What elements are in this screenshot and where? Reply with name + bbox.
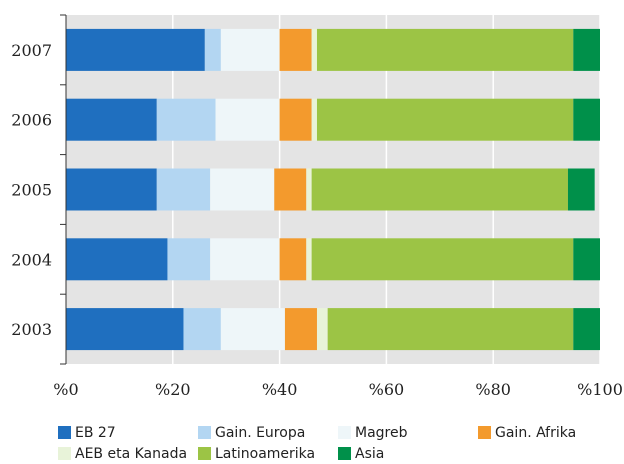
bars xyxy=(66,28,600,351)
legend-label-latinoamerika: Latinoamerika xyxy=(215,445,316,462)
bar-segment xyxy=(316,28,574,71)
bar-segment xyxy=(573,28,600,71)
bar-segment xyxy=(274,168,307,211)
legend-item-aeb-eta-kanada: AEB eta Kanada xyxy=(58,446,198,462)
bar-segment xyxy=(279,98,312,141)
legend: EB 27 Gain. Europa Magreb Gain. Afrika A… xyxy=(58,422,618,464)
x-tick-labels: %0 %20 %40 %60 %80 %100 xyxy=(53,380,623,399)
x-tick-label: %100 xyxy=(577,380,623,399)
legend-label-gain-afrika: Gain. Afrika xyxy=(495,424,577,441)
y-tick-label: 2007 xyxy=(11,41,52,60)
x-tick-label: %40 xyxy=(262,380,298,399)
legend-row-2: AEB eta Kanada Latinoamerika Asia xyxy=(58,443,618,464)
bar-segment xyxy=(573,238,600,281)
y-tick-label: 2005 xyxy=(11,181,52,200)
bar-segment xyxy=(316,308,328,351)
x-tick-label: %20 xyxy=(155,380,191,399)
bar-segment xyxy=(204,28,221,71)
bar-segment xyxy=(306,238,312,281)
x-tick-label: %0 xyxy=(53,380,78,399)
bar-segment xyxy=(573,308,600,351)
legend-swatch-gain-europa xyxy=(198,426,211,439)
bar-segment xyxy=(327,308,574,351)
bar-segment xyxy=(567,168,595,211)
bar-segment xyxy=(66,28,205,71)
legend-label-aeb-eta-kanada: AEB eta Kanada xyxy=(75,445,188,462)
legend-item-eb27: EB 27 xyxy=(58,425,198,441)
bar-segment xyxy=(573,98,600,141)
legend-label-gain-europa: Gain. Europa xyxy=(215,424,306,441)
bar-segment xyxy=(284,308,317,351)
bar-segment xyxy=(215,98,280,141)
legend-label-eb27: EB 27 xyxy=(75,424,116,441)
bar-segment xyxy=(306,168,312,211)
bar-segment xyxy=(279,28,312,71)
legend-item-gain-europa: Gain. Europa xyxy=(198,425,338,441)
x-tick-label: %60 xyxy=(369,380,405,399)
y-tick-label: 2003 xyxy=(11,320,52,339)
bar-segment xyxy=(167,238,211,281)
bar-segment xyxy=(156,168,211,211)
bar-segment xyxy=(183,308,221,351)
bar-segment xyxy=(220,308,285,351)
bar-segment xyxy=(311,28,317,71)
y-tick-label: 2004 xyxy=(11,250,52,269)
legend-item-magreb: Magreb xyxy=(338,425,478,441)
legend-swatch-latinoamerika xyxy=(198,447,211,460)
legend-label-magreb: Magreb xyxy=(355,424,408,441)
legend-swatch-magreb xyxy=(338,426,351,439)
bar-segment xyxy=(311,98,317,141)
bar-segment xyxy=(316,98,574,141)
y-tick-label: 2006 xyxy=(11,111,52,130)
bar-segment xyxy=(156,98,216,141)
legend-swatch-gain-afrika xyxy=(478,426,491,439)
legend-item-latinoamerika: Latinoamerika xyxy=(198,446,338,462)
legend-row-1: EB 27 Gain. Europa Magreb Gain. Afrika xyxy=(58,422,618,443)
y-ticks xyxy=(60,14,66,365)
y-tick-labels: 2007 2006 2005 2004 2003 xyxy=(11,41,52,339)
stacked-bar-chart: 2007 2006 2005 2004 2003 %0 %20 %40 %60 %80 %100 xyxy=(11,14,623,399)
bar-segment xyxy=(220,28,280,71)
legend-swatch-aeb-eta-kanada xyxy=(58,447,71,460)
bar-segment xyxy=(279,238,307,281)
bar-segment xyxy=(66,238,168,281)
bar-segment xyxy=(311,168,568,211)
legend-item-gain-afrika: Gain. Afrika xyxy=(478,425,618,441)
legend-item-asia: Asia xyxy=(338,446,478,462)
legend-swatch-asia xyxy=(338,447,351,460)
x-tick-label: %80 xyxy=(475,380,511,399)
bar-segment xyxy=(66,308,184,351)
legend-swatch-eb27 xyxy=(58,426,71,439)
bar-segment xyxy=(311,238,574,281)
bar-segment xyxy=(66,168,157,211)
legend-label-asia: Asia xyxy=(355,445,385,462)
bar-segment xyxy=(210,238,280,281)
bar-segment xyxy=(210,168,275,211)
bar-segment xyxy=(66,98,157,141)
